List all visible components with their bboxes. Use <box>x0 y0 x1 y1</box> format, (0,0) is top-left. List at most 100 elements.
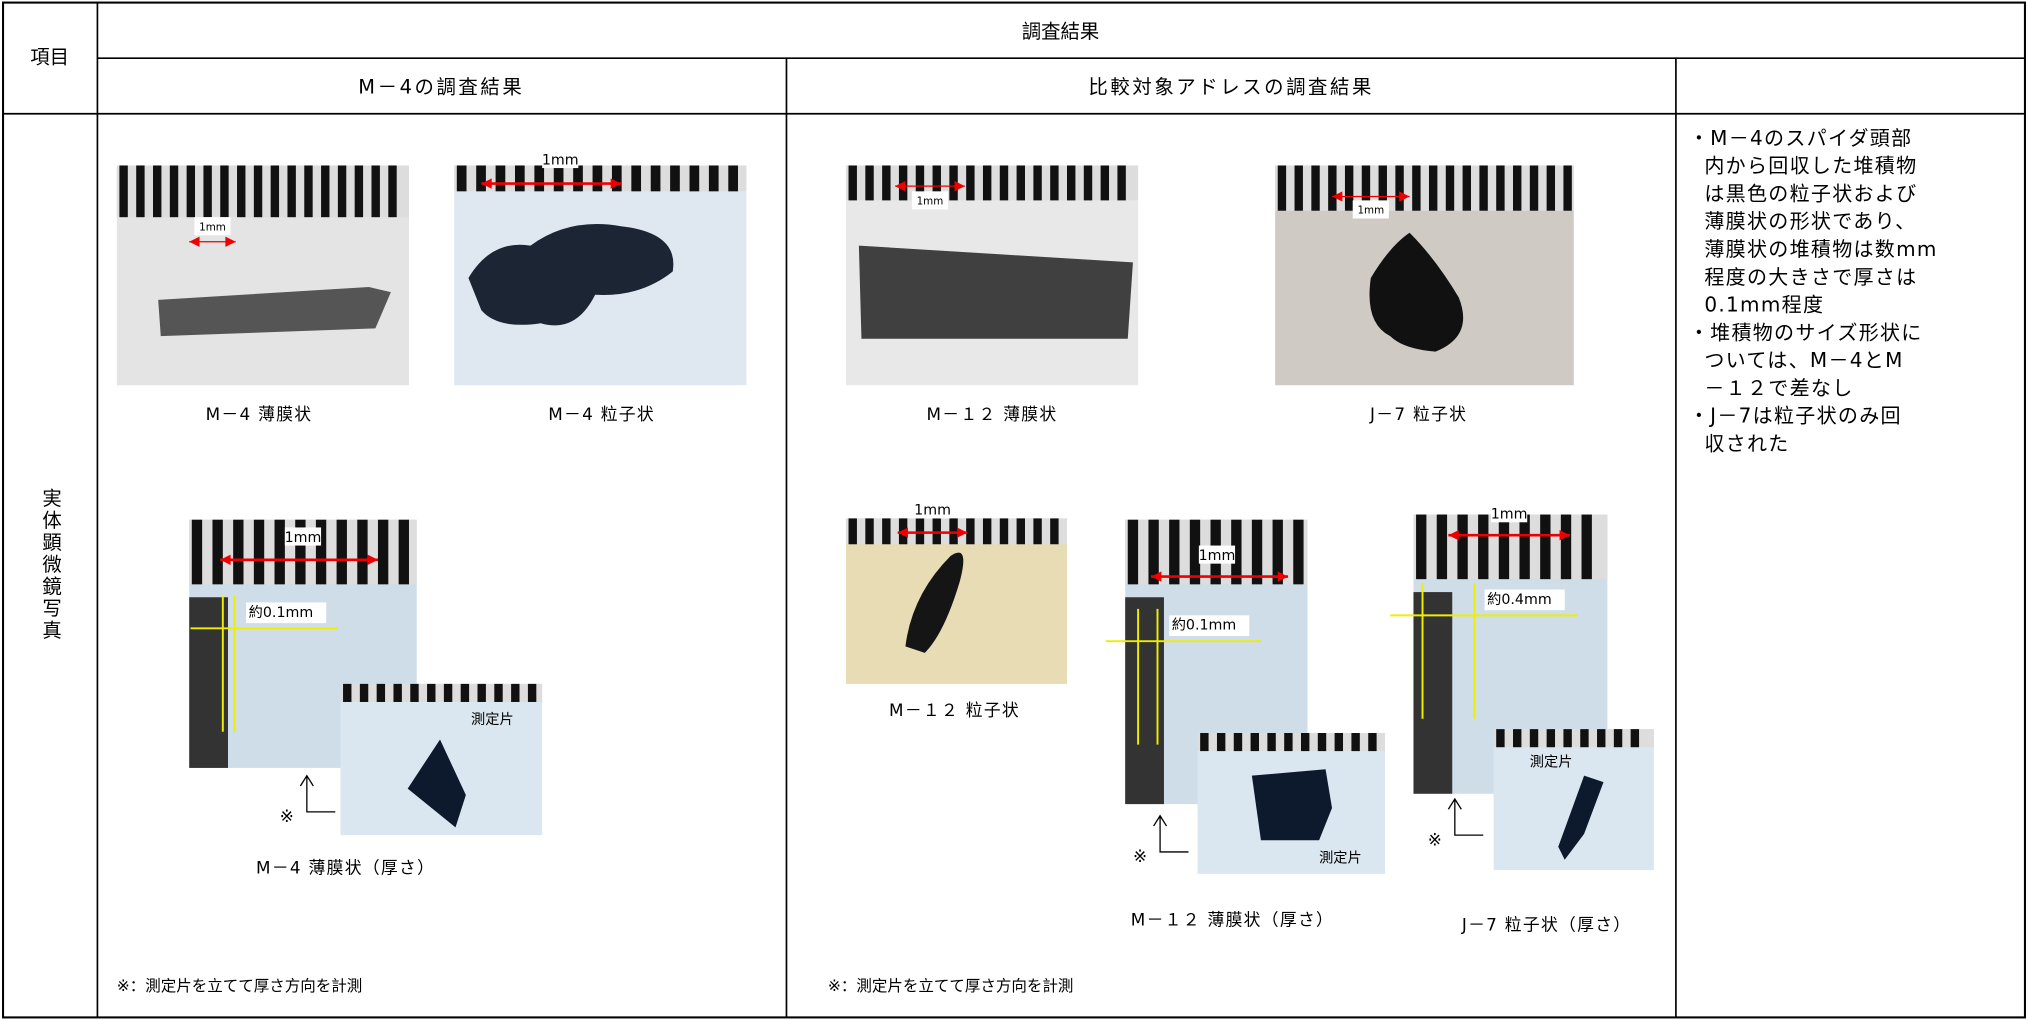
col-header: M－4の調査結果 <box>358 75 524 98</box>
ruler-tick <box>1267 733 1276 752</box>
remark-line: ・堆積物のサイズ形状に <box>1689 320 1923 344</box>
remark-line: は黒色の粒子状および <box>1704 181 1917 205</box>
ruler-tick <box>1250 733 1259 752</box>
ruler-tick <box>527 683 537 702</box>
ruler-tick <box>359 683 369 702</box>
ruler-tick <box>443 683 453 702</box>
ruler-tick <box>1581 514 1592 580</box>
ruler-tick <box>270 165 280 218</box>
ruler-tick <box>321 165 330 218</box>
piece-label: 測定片 <box>1530 754 1573 771</box>
ruler-tick <box>1529 165 1539 211</box>
ruler-tick <box>1496 729 1505 748</box>
ruler-tick <box>153 165 162 218</box>
measure-bg <box>1169 615 1250 637</box>
ruler-tick <box>1050 165 1059 201</box>
scale-label: 1mm <box>1357 205 1384 217</box>
ruler-tick <box>456 165 467 192</box>
ruler-tick <box>1445 165 1455 211</box>
pointer <box>1153 814 1189 853</box>
ruler-tick <box>336 519 347 585</box>
ruler-tick <box>1519 514 1530 580</box>
ruler-tick <box>932 165 941 201</box>
ruler-tick <box>915 165 925 201</box>
ruler-tick <box>1479 165 1488 211</box>
ruler-tick <box>460 683 470 702</box>
ruler-tick <box>1300 733 1310 752</box>
ruler-tick <box>1428 165 1438 211</box>
ruler-tick <box>592 165 603 192</box>
ruler-tick <box>220 165 229 218</box>
ruler-tick <box>1200 733 1209 752</box>
ruler-tick <box>393 683 402 702</box>
ruler-tick <box>1293 519 1304 585</box>
ruler-tick <box>477 683 486 702</box>
ruler-tick <box>119 165 128 218</box>
scale-label: 1mm <box>542 152 579 168</box>
scale-bg <box>911 191 949 210</box>
measure-label: 約0.4mm <box>1487 591 1552 608</box>
ruler-tick <box>354 165 364 218</box>
col-header: 比較対象アドレスの調査結果 <box>1088 75 1374 98</box>
ruler <box>1275 165 1574 211</box>
ruler-tick <box>865 518 874 545</box>
edge <box>189 597 228 768</box>
caption: M－１２ 粒子状 <box>889 700 1020 720</box>
ruler-tick <box>1496 165 1505 211</box>
ruler-tick <box>848 165 857 201</box>
ruler-tick <box>169 165 179 218</box>
caption: M－１２ 薄膜状（厚さ） <box>1131 909 1334 929</box>
ruler-tick <box>999 165 1009 201</box>
ruler-tick <box>511 683 520 702</box>
ruler-tick <box>1127 519 1139 585</box>
ruler-tick <box>1546 165 1556 211</box>
scale-bg <box>542 149 579 169</box>
remark-line: 収された <box>1704 432 1789 456</box>
ruler-tick <box>882 518 891 545</box>
ruler-tick <box>728 165 738 192</box>
header-title: 調査結果 <box>1022 20 1100 43</box>
edge <box>1413 592 1453 794</box>
note: ※：測定片を立てて厚さ方向を計測 <box>117 977 362 995</box>
ruler-tick <box>1540 514 1551 580</box>
ruler-tick <box>136 165 145 218</box>
item-label: 項目 <box>30 46 69 69</box>
scale-bg <box>1352 200 1389 219</box>
caption: M－4 薄膜状（厚さ） <box>256 858 435 878</box>
scale-bg <box>194 217 231 236</box>
ruler-tick <box>689 165 700 192</box>
pointer <box>299 774 336 813</box>
ruler-tick <box>1169 519 1180 585</box>
ruler-tick <box>1580 729 1589 748</box>
ruler-tick <box>1067 165 1076 201</box>
mark: ※ <box>280 806 295 826</box>
ruler-tick <box>882 165 891 201</box>
ruler-tick <box>1416 514 1427 580</box>
remark-line: －１２で差なし <box>1704 376 1853 400</box>
ruler-tick <box>1529 729 1539 748</box>
ruler-tick <box>343 683 352 702</box>
ruler-tick <box>631 165 642 192</box>
specimen <box>858 245 1133 339</box>
ruler-tick <box>274 519 285 585</box>
ruler-tick <box>982 165 992 201</box>
specimen <box>407 739 466 828</box>
ruler-tick <box>1412 165 1421 211</box>
ruler-tick <box>1546 729 1556 748</box>
ruler-tick <box>1272 519 1283 585</box>
ruler-tick <box>1284 733 1293 752</box>
ruler-tick <box>1630 729 1640 748</box>
ruler <box>340 683 543 702</box>
ruler-tick <box>1083 165 1093 201</box>
scale-label: 1mm <box>285 530 322 546</box>
ruler-tick <box>237 165 246 218</box>
ruler-tick <box>1560 514 1572 580</box>
ruler-tick <box>1016 518 1025 545</box>
ruler-tick <box>1016 165 1025 201</box>
specimen <box>158 286 391 337</box>
scale-label: 1mm <box>917 196 944 208</box>
ruler-tick <box>495 165 506 192</box>
measure-label: 約0.1mm <box>249 604 314 621</box>
